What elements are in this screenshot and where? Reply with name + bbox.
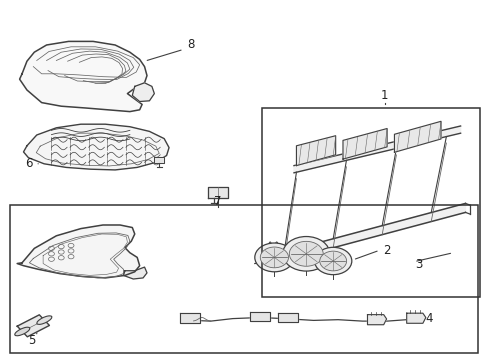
Polygon shape <box>407 313 426 323</box>
Text: 6: 6 <box>24 157 32 170</box>
Polygon shape <box>123 267 147 279</box>
Bar <box>262 108 480 297</box>
Polygon shape <box>278 313 298 322</box>
Polygon shape <box>17 225 140 278</box>
Polygon shape <box>250 312 270 321</box>
Bar <box>10 205 478 353</box>
Polygon shape <box>277 203 466 263</box>
Ellipse shape <box>37 316 52 324</box>
Circle shape <box>283 237 330 271</box>
Circle shape <box>260 247 289 268</box>
Text: 4: 4 <box>425 312 433 325</box>
Circle shape <box>320 251 346 271</box>
Polygon shape <box>20 41 147 112</box>
Text: 1: 1 <box>381 89 389 102</box>
Circle shape <box>289 241 323 266</box>
Ellipse shape <box>15 327 30 336</box>
Circle shape <box>315 247 352 275</box>
Polygon shape <box>17 315 49 337</box>
Polygon shape <box>24 124 169 170</box>
Polygon shape <box>154 157 164 163</box>
Circle shape <box>255 243 294 272</box>
Text: 7: 7 <box>214 195 222 208</box>
Polygon shape <box>343 129 387 159</box>
Polygon shape <box>394 121 441 152</box>
Text: 8: 8 <box>187 39 195 51</box>
Text: 5: 5 <box>28 334 36 347</box>
Polygon shape <box>180 313 200 323</box>
Polygon shape <box>296 136 336 166</box>
Polygon shape <box>368 315 387 325</box>
Text: 2: 2 <box>383 244 391 257</box>
Polygon shape <box>294 126 461 173</box>
Polygon shape <box>132 83 154 102</box>
Text: 3: 3 <box>415 258 423 271</box>
Polygon shape <box>208 187 228 198</box>
